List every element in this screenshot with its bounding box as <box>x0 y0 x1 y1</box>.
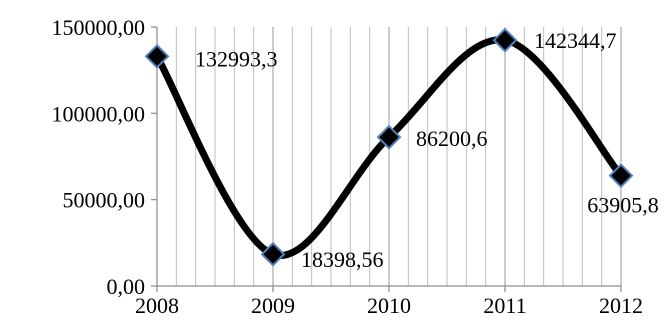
data-label: 142344,7 <box>534 28 617 53</box>
x-tick-label: 2012 <box>599 293 643 318</box>
y-tick-label: 50000,00 <box>63 188 146 213</box>
data-point-marker <box>608 163 634 189</box>
y-tick-label: 0,00 <box>107 274 146 299</box>
x-tick-label: 2008 <box>135 293 179 318</box>
x-tick-label: 2009 <box>251 293 295 318</box>
tick-labels: 0,00 50000,00 100000,00 150000,00 2008 2009 20… <box>52 15 644 318</box>
y-tick-label: 150000,00 <box>52 15 146 40</box>
data-point-marker <box>260 241 286 267</box>
data-label: 63905,8 <box>587 193 659 218</box>
data-point-marker <box>144 43 170 69</box>
axes <box>151 26 622 292</box>
data-label: 86200,6 <box>416 126 488 151</box>
data-label-layer: 132993,3 18398,56 86200,6 142344,7 63905,8 <box>195 28 659 272</box>
data-point-marker <box>492 27 518 53</box>
y-tick-label: 100000,00 <box>52 101 146 126</box>
x-tick-label: 2011 <box>483 293 526 318</box>
data-label: 18398,56 <box>301 247 384 272</box>
data-label: 132993,3 <box>195 46 278 71</box>
grid-lines <box>175 27 622 286</box>
marker-layer <box>144 27 634 267</box>
x-tick-label: 2010 <box>367 293 411 318</box>
data-point-marker <box>376 124 402 150</box>
